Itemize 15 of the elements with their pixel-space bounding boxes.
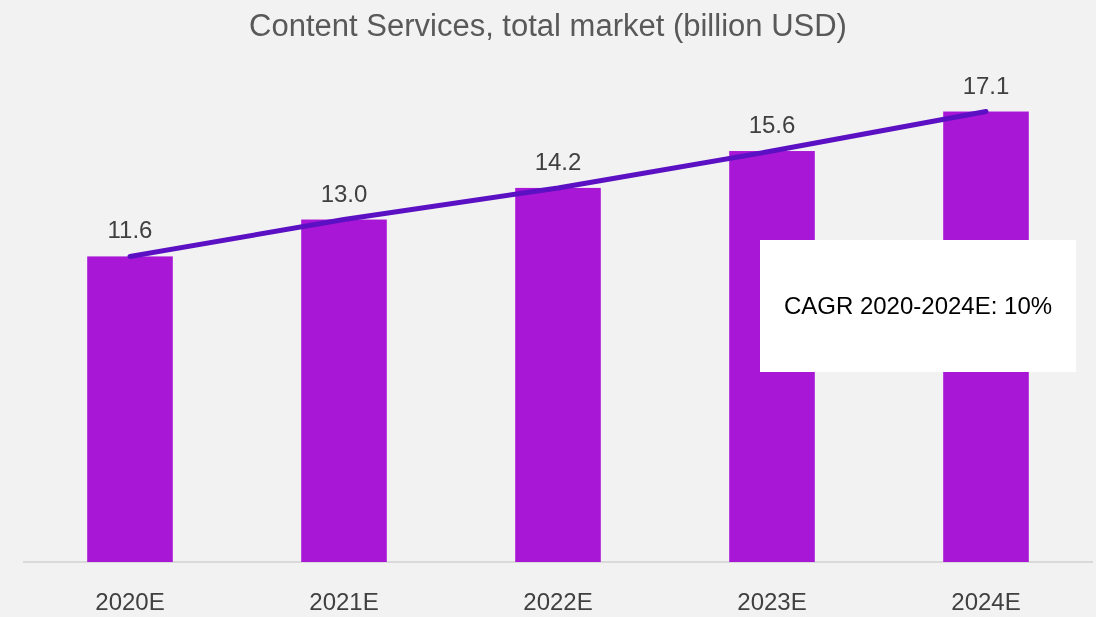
annotation: CAGR 2020-2024E: 10% [783,292,1053,319]
data-label: 17.1 [962,71,1010,99]
data-label: 14.2 [534,147,582,175]
data-label: 15.6 [748,111,796,139]
x-tick-label: 2020E [95,588,165,615]
bar [87,256,173,562]
data-label: 11.6 [107,216,153,244]
x-tick-label: 2021E [309,588,379,615]
chart-title: Content Services, total market (billion USD) [249,8,847,43]
bar [515,187,601,562]
x-tick-label: 2024E [951,588,1021,615]
x-tick-label: 2022E [523,588,593,615]
x-tick-label: 2023E [737,588,807,615]
bar [301,219,387,562]
data-label: 13.0 [320,179,368,207]
